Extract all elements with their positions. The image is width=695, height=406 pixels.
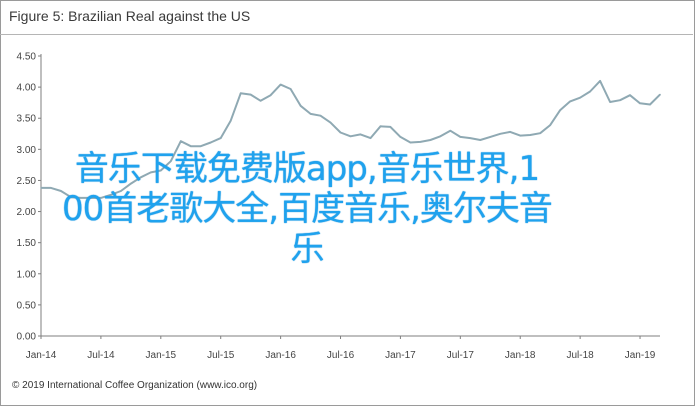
data-point <box>110 193 112 196</box>
overlay-banner-text: 音乐下载免费版app,音乐世界,1 00首老歌大全,百度音乐,奥尔夫音 乐 <box>7 149 607 269</box>
overlay-line-1: 音乐下载免费版app,音乐世界,1 <box>74 149 540 189</box>
data-point <box>599 80 601 82</box>
data-point <box>169 160 172 162</box>
data-point <box>229 119 232 122</box>
data-point <box>179 140 182 143</box>
data-point <box>529 134 532 136</box>
x-tick-label: Jul-14 <box>87 350 115 361</box>
data-point <box>419 141 422 143</box>
data-point <box>379 125 382 128</box>
data-point <box>339 131 342 134</box>
data-point <box>359 133 362 136</box>
data-point <box>629 94 631 96</box>
data-point <box>259 100 262 102</box>
data-point <box>239 92 242 95</box>
x-tick-label: Jan-19 <box>625 350 656 361</box>
data-point <box>489 136 492 138</box>
y-tick-label: 2.50 <box>17 176 37 187</box>
data-point <box>519 134 522 137</box>
y-tick-label: 0.00 <box>17 332 37 343</box>
data-point <box>199 145 202 148</box>
y-tick-label: 4.50 <box>17 52 37 63</box>
overlay-line-2: 00首老歌大全,百度音乐,奥尔夫音 <box>62 189 553 229</box>
x-tick-label: Jan-17 <box>385 350 416 361</box>
data-point <box>160 169 162 172</box>
data-point <box>50 187 52 189</box>
data-point <box>499 132 502 135</box>
data-point <box>409 141 412 144</box>
data-point <box>90 197 92 199</box>
data-point <box>659 93 661 96</box>
data-point <box>399 136 402 138</box>
data-point <box>130 182 132 185</box>
data-point <box>549 124 551 126</box>
y-tick-label: 0.50 <box>17 300 37 311</box>
data-point <box>150 171 152 174</box>
data-point <box>639 102 641 105</box>
data-point <box>219 137 222 139</box>
data-point <box>40 187 42 189</box>
x-tick-label: Jan-18 <box>505 350 536 361</box>
data-point <box>299 104 302 107</box>
x-tick-label: Jul-16 <box>327 350 355 361</box>
data-point <box>269 94 272 96</box>
x-tick-label: Jan-14 <box>26 350 57 361</box>
data-point <box>289 88 292 90</box>
data-point <box>589 90 591 93</box>
y-tick-label: 3.50 <box>17 114 37 125</box>
data-point <box>429 139 432 141</box>
data-point <box>619 99 621 101</box>
data-point <box>249 93 252 96</box>
data-point <box>189 145 192 148</box>
data-point <box>329 121 332 124</box>
data-point <box>509 131 512 133</box>
data-point <box>309 113 312 115</box>
data-point <box>100 197 102 199</box>
data-point <box>459 136 462 138</box>
x-tick-label: Jul-15 <box>207 350 235 361</box>
y-tick-label: 4.00 <box>17 83 37 94</box>
figure-title: Figure 5: Brazilian Real against the US <box>9 8 251 24</box>
data-point <box>209 141 212 144</box>
data-point <box>439 135 442 138</box>
data-point <box>389 126 392 128</box>
data-point <box>609 101 611 103</box>
data-point <box>279 83 282 86</box>
data-point <box>349 135 352 138</box>
data-point <box>579 96 581 99</box>
data-point <box>60 190 62 192</box>
y-tick-label: 1.50 <box>17 238 37 249</box>
x-tick-label: Jan-15 <box>146 350 177 361</box>
overlay-line-3: 乐 <box>290 229 325 269</box>
data-point <box>649 103 651 106</box>
data-point <box>140 176 142 179</box>
data-point <box>559 109 561 111</box>
copyright-footer: © 2019 International Coffee Organization… <box>12 380 258 391</box>
data-point <box>449 129 452 132</box>
data-point <box>569 100 571 103</box>
y-tick-label: 1.00 <box>17 269 37 280</box>
data-point <box>319 114 322 117</box>
y-tick-label: 2.00 <box>17 207 37 218</box>
data-point <box>479 139 482 141</box>
x-tick-label: Jul-17 <box>447 350 475 361</box>
data-point <box>539 132 541 134</box>
data-point <box>80 197 82 199</box>
data-point <box>120 190 122 192</box>
title-divider <box>0 34 693 35</box>
data-point <box>369 137 372 139</box>
data-point <box>469 137 472 139</box>
x-tick-label: Jul-18 <box>567 350 595 361</box>
data-point <box>70 196 72 199</box>
y-tick-label: 3.00 <box>17 145 37 156</box>
x-tick-label: Jan-16 <box>265 350 296 361</box>
